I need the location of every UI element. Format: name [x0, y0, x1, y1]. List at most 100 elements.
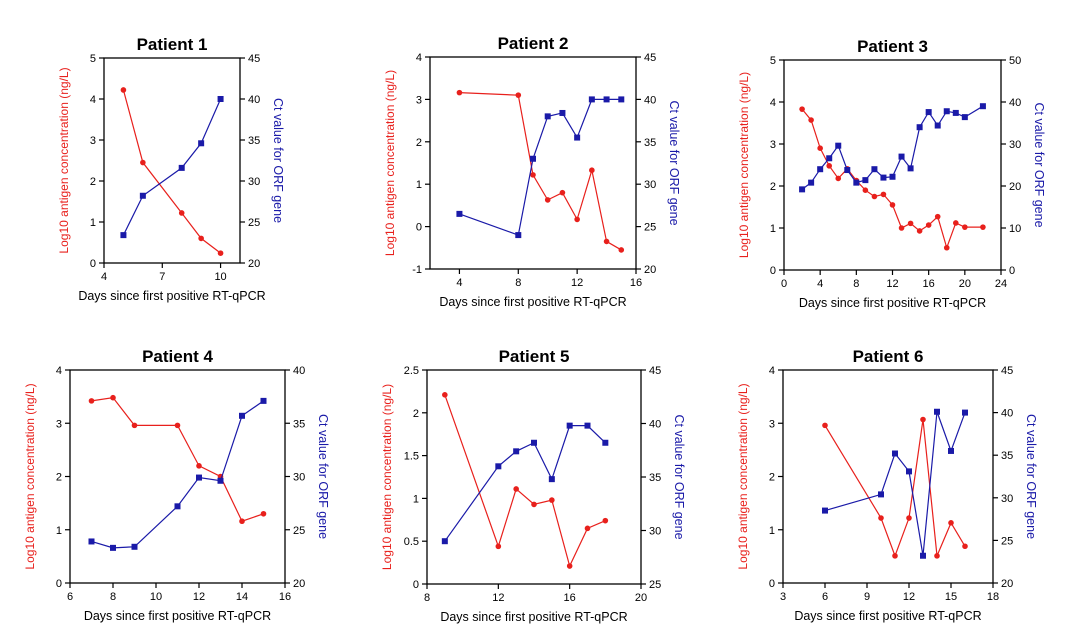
- x-tick-label: 8: [110, 591, 116, 603]
- antigen-data-point: [962, 224, 968, 230]
- x-tick-label: 4: [101, 271, 107, 283]
- y-right-tick-label: 45: [644, 52, 656, 64]
- ct-data-point: [120, 232, 127, 239]
- antigen-data-point: [962, 543, 968, 550]
- ct-data-point: [961, 114, 968, 121]
- y-right-tick-label: 35: [649, 472, 661, 484]
- ct-data-point: [239, 412, 245, 419]
- chart-title: Patient 3: [857, 37, 928, 56]
- antigen-data-point: [174, 422, 181, 429]
- y-right-tick-label: 30: [644, 179, 656, 191]
- y-right-tick-label: 35: [644, 137, 656, 149]
- ct-data-point: [441, 538, 448, 545]
- antigen-data-point: [574, 216, 580, 223]
- ct-data-point: [871, 166, 878, 173]
- y-left-tick-label: 0.5: [404, 536, 419, 548]
- ct-data-point: [196, 474, 202, 481]
- ct-data-point: [979, 103, 986, 110]
- y-left-tick-label: 2: [769, 472, 775, 484]
- y-right-axis-label: Ct value for ORF gene: [271, 98, 285, 223]
- ct-data-point: [559, 109, 566, 116]
- antigen-series-line: [824, 419, 966, 558]
- y-right-axis-label: Ct value for ORF gene: [1024, 414, 1038, 539]
- antigen-data-point: [120, 87, 127, 93]
- ct-data-point: [548, 476, 555, 483]
- plot-frame: [783, 59, 1002, 271]
- antigen-data-point: [934, 213, 941, 220]
- ct-data-point: [584, 422, 591, 429]
- x-tick-label: 4: [817, 278, 823, 290]
- antigen-data-point: [916, 228, 923, 234]
- antigen-data-point: [198, 235, 204, 242]
- antigen-data-point: [826, 163, 833, 169]
- ct-data-point: [948, 447, 954, 454]
- antigen-data-point: [862, 187, 869, 193]
- y-left-tick-label: 1.5: [404, 451, 419, 463]
- chart-title: Patient 4: [142, 347, 213, 366]
- ct-data-point: [952, 109, 959, 116]
- antigen-data-point: [559, 189, 566, 196]
- ct-data-point: [515, 232, 522, 239]
- y-right-tick-label: 20: [248, 258, 260, 270]
- antigen-series-line: [91, 397, 264, 522]
- ct-data-point: [907, 165, 914, 172]
- chart-patient-6: Patient 63 6 9 12 15 1801234202530354045Days …: [736, 347, 1038, 623]
- y-right-axis-label: Ct value for ORF gene: [316, 414, 330, 539]
- ct-data-point: [217, 96, 224, 102]
- antigen-data-point: [110, 394, 116, 401]
- y-left-tick-label: 3: [416, 94, 422, 106]
- y-right-tick-label: 20: [1009, 181, 1021, 193]
- antigen-data-point: [589, 167, 595, 174]
- y-right-tick-label: 30: [293, 472, 305, 484]
- ct-data-point: [934, 122, 941, 129]
- y-left-tick-label: 2.5: [404, 365, 419, 377]
- x-tick-label: 9: [864, 591, 870, 603]
- y-left-axis-label: Log10 antigen concentration (ng/L): [383, 70, 397, 256]
- antigen-data-point: [196, 463, 202, 469]
- y-right-tick-label: 25: [1001, 535, 1013, 547]
- ct-data-point: [544, 113, 551, 120]
- y-left-axis-label: Log10 antigen concentration (ng/L): [57, 67, 71, 253]
- y-right-tick-label: 0: [1009, 265, 1015, 277]
- x-tick-label: 16: [564, 592, 576, 604]
- ct-series-line: [91, 400, 264, 549]
- x-axis-label: Days since first positive RT-qPCR: [794, 609, 981, 623]
- antigen-data-point: [456, 89, 463, 96]
- ct-series-line: [459, 98, 622, 236]
- antigen-data-point: [140, 159, 146, 166]
- x-tick-label: 16: [279, 591, 291, 603]
- x-tick-label: 16: [923, 278, 935, 290]
- y-right-tick-label: 45: [649, 365, 661, 377]
- x-tick-label: 3: [780, 591, 786, 603]
- antigen-data-point: [817, 145, 823, 151]
- antigen-data-point: [907, 220, 914, 227]
- x-tick-label: 7: [159, 271, 165, 283]
- ct-series-line: [824, 411, 966, 556]
- x-tick-label: 10: [150, 591, 162, 603]
- antigen-data-point: [515, 92, 522, 98]
- antigen-data-point: [260, 510, 267, 517]
- antigen-data-point: [549, 497, 555, 503]
- y-right-tick-label: 40: [644, 94, 656, 106]
- chart-patient-5: Patient 5 8 12 16 20 0 0.5 1 1.5 2 2.5 25 30 35 40 45 Da…: [380, 347, 686, 624]
- y-right-axis-label: Ct value for ORF gene: [667, 100, 681, 225]
- ct-data-point: [962, 409, 968, 416]
- x-tick-label: 0: [781, 278, 787, 290]
- antigen-data-point: [88, 398, 95, 404]
- antigen-data-point: [822, 422, 828, 429]
- y-left-tick-label: 4: [770, 97, 776, 109]
- ct-data-point: [260, 397, 267, 404]
- ct-data-point: [808, 179, 815, 186]
- y-right-tick-label: 25: [248, 217, 260, 229]
- antigen-data-point: [178, 210, 185, 216]
- y-right-tick-label: 35: [248, 135, 260, 147]
- antigen-data-point: [808, 117, 814, 123]
- plot-frame: [429, 56, 637, 270]
- y-left-tick-label: 2: [770, 181, 776, 193]
- y-left-tick-label: 5: [90, 53, 96, 65]
- antigen-data-point: [880, 191, 887, 198]
- ct-data-point: [943, 108, 950, 115]
- y-left-tick-label: 0: [413, 579, 419, 591]
- x-tick-label: 8: [853, 278, 859, 290]
- chart-title: Patient 6: [853, 347, 924, 366]
